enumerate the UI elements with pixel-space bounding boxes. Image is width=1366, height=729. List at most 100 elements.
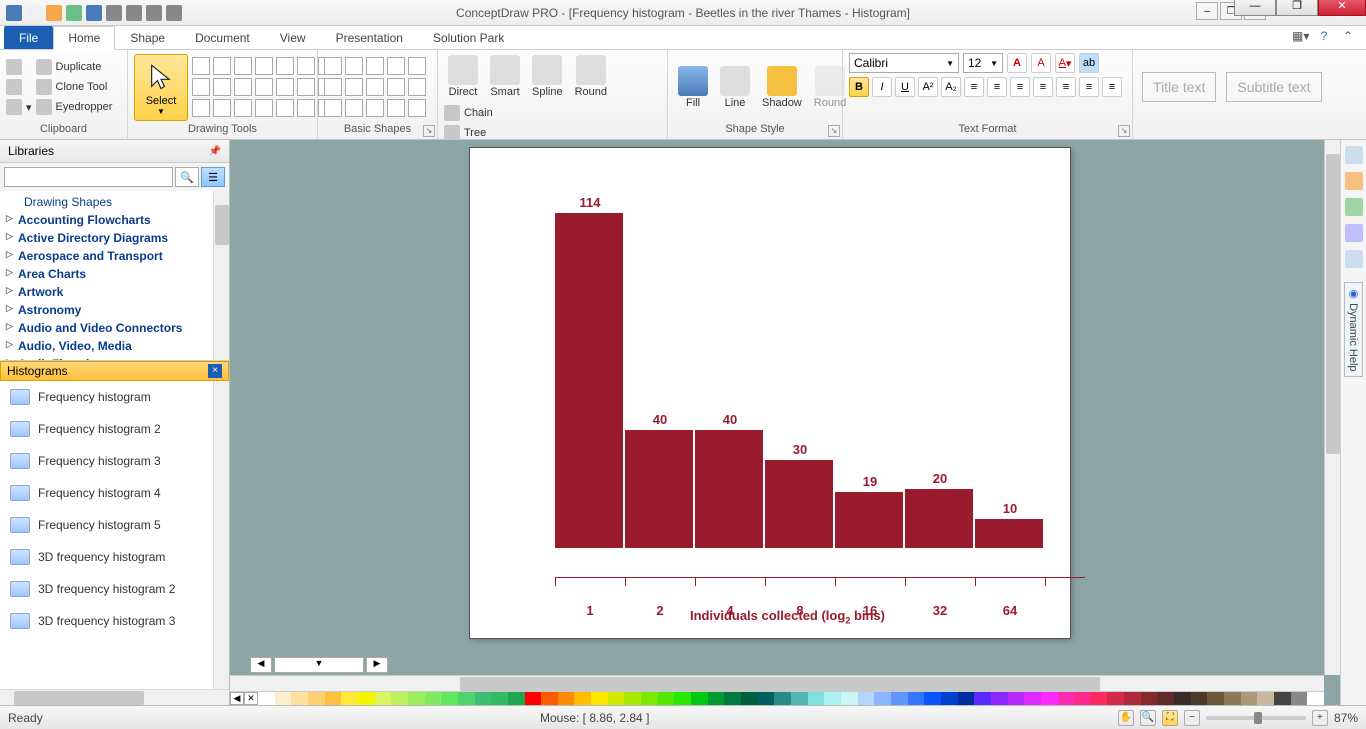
- color-swatch[interactable]: [1191, 692, 1208, 705]
- color-swatch[interactable]: [574, 692, 591, 705]
- color-swatch[interactable]: [1174, 692, 1191, 705]
- histogram-list-item[interactable]: 3D frequency histogram 2: [0, 573, 229, 605]
- color-swatch[interactable]: [591, 692, 608, 705]
- color-swatch[interactable]: [941, 692, 958, 705]
- colorbar-nav[interactable]: ✕: [244, 692, 258, 705]
- title-text-box[interactable]: Title text: [1142, 72, 1216, 102]
- histogram-list-item[interactable]: Frequency histogram 5: [0, 509, 229, 541]
- page-prev-button[interactable]: ◀: [250, 657, 272, 673]
- tab-view[interactable]: View: [265, 26, 321, 49]
- histograms-header[interactable]: Histograms ×: [0, 361, 229, 381]
- qat-icon[interactable]: [86, 5, 102, 21]
- align-right-button[interactable]: ≡: [1010, 77, 1030, 97]
- color-swatch[interactable]: [624, 692, 641, 705]
- library-tree-item[interactable]: Astronomy: [4, 301, 225, 319]
- color-swatch[interactable]: [658, 692, 675, 705]
- chart-bar[interactable]: 114: [555, 213, 625, 548]
- color-swatch[interactable]: [608, 692, 625, 705]
- valign-bottom-button[interactable]: ≡: [1102, 77, 1122, 97]
- zoom-slider-knob[interactable]: [1254, 712, 1262, 724]
- color-swatch[interactable]: [341, 692, 358, 705]
- scrollbar-thumb[interactable]: [460, 677, 1100, 691]
- collapse-ribbon-icon[interactable]: ⌃: [1340, 29, 1356, 45]
- valign-top-button[interactable]: ≡: [1056, 77, 1076, 97]
- subtitle-text-box[interactable]: Subtitle text: [1226, 72, 1321, 102]
- qat-icon[interactable]: [66, 5, 82, 21]
- library-tree-item[interactable]: Audit Flowcharts: [4, 355, 225, 361]
- color-swatch[interactable]: [991, 692, 1008, 705]
- color-swatch[interactable]: [408, 692, 425, 705]
- select-tool-button[interactable]: Select ▼: [134, 54, 188, 121]
- color-swatch[interactable]: [724, 692, 741, 705]
- maximize-button[interactable]: ❐: [1276, 0, 1318, 16]
- scrollbar-thumb[interactable]: [14, 691, 144, 705]
- color-swatch[interactable]: [1224, 692, 1241, 705]
- close-button[interactable]: ✕: [1318, 0, 1366, 16]
- superscript-button[interactable]: A²: [918, 77, 938, 97]
- color-swatch[interactable]: [774, 692, 791, 705]
- color-swatch[interactable]: [1008, 692, 1025, 705]
- color-swatch[interactable]: [525, 692, 542, 705]
- qat-icon[interactable]: [6, 5, 22, 21]
- shrink-font-button[interactable]: A: [1031, 53, 1051, 73]
- dialog-launcher-icon[interactable]: ↘: [828, 125, 840, 137]
- color-swatch[interactable]: [1058, 692, 1075, 705]
- page-select-button[interactable]: ▼: [274, 657, 364, 673]
- qat-icon[interactable]: [106, 5, 122, 21]
- drawing-shapes-grid[interactable]: [192, 57, 336, 117]
- color-swatch[interactable]: [558, 692, 575, 705]
- library-tree-item[interactable]: Drawing Shapes: [4, 193, 225, 211]
- grow-font-button[interactable]: A: [1007, 53, 1027, 73]
- dialog-launcher-icon[interactable]: ↘: [423, 125, 435, 137]
- color-swatch[interactable]: [258, 692, 275, 705]
- highlight-button[interactable]: ab: [1079, 53, 1099, 73]
- zoom-slider[interactable]: [1206, 716, 1306, 720]
- qat-icon[interactable]: [126, 5, 142, 21]
- basic-shapes-grid[interactable]: [324, 57, 426, 117]
- library-tree-item[interactable]: Audio, Video, Media: [4, 337, 225, 355]
- zoom-out-button[interactable]: −: [1184, 710, 1200, 726]
- color-swatch[interactable]: [275, 692, 292, 705]
- chart-bar[interactable]: 20: [905, 489, 975, 548]
- dynamic-help-tab[interactable]: ◉ Dynamic Help: [1344, 282, 1363, 377]
- tab-file[interactable]: File: [4, 26, 53, 49]
- color-swatch[interactable]: [308, 692, 325, 705]
- color-swatch[interactable]: [508, 692, 525, 705]
- help-icon[interactable]: ?: [1316, 29, 1332, 45]
- chart-bar[interactable]: 19: [835, 492, 905, 548]
- rail-icon[interactable]: [1345, 198, 1363, 216]
- color-swatch[interactable]: [758, 692, 775, 705]
- color-swatch[interactable]: [375, 692, 392, 705]
- color-swatch[interactable]: [741, 692, 758, 705]
- qat-icon[interactable]: [166, 5, 182, 21]
- dialog-launcher-icon[interactable]: ↘: [1118, 125, 1130, 137]
- font-color-button[interactable]: A▾: [1055, 53, 1075, 73]
- connector-spline-button[interactable]: Spline: [528, 53, 567, 100]
- panel-h-scrollbar[interactable]: [0, 689, 229, 705]
- chart-bar[interactable]: 40: [695, 430, 765, 548]
- library-tree-item[interactable]: Area Charts: [4, 265, 225, 283]
- canvas-v-scrollbar[interactable]: [1324, 140, 1340, 675]
- align-center-button[interactable]: ≡: [987, 77, 1007, 97]
- color-swatch[interactable]: [391, 692, 408, 705]
- tab-document[interactable]: Document: [180, 26, 265, 49]
- font-size-select[interactable]: 12▼: [963, 53, 1003, 73]
- scrollbar-thumb[interactable]: [1326, 154, 1340, 454]
- color-swatch[interactable]: [791, 692, 808, 705]
- paste-button[interactable]: [6, 58, 32, 76]
- color-swatch[interactable]: [691, 692, 708, 705]
- document-page[interactable]: Species collected 114404030192010 124816…: [470, 148, 1070, 638]
- close-panel-icon[interactable]: ×: [208, 364, 222, 378]
- color-swatch[interactable]: [1274, 692, 1291, 705]
- tab-home[interactable]: Home: [53, 26, 115, 50]
- qat-icon[interactable]: [146, 5, 162, 21]
- fit-page-icon[interactable]: ⛶: [1162, 710, 1178, 726]
- color-swatch[interactable]: [1024, 692, 1041, 705]
- rail-icon[interactable]: [1345, 250, 1363, 268]
- color-swatch[interactable]: [325, 692, 342, 705]
- color-swatch[interactable]: [908, 692, 925, 705]
- qat-icon[interactable]: [46, 5, 62, 21]
- color-swatch[interactable]: [1307, 692, 1324, 705]
- color-swatch[interactable]: [1074, 692, 1091, 705]
- histogram-list-item[interactable]: Frequency histogram 4: [0, 477, 229, 509]
